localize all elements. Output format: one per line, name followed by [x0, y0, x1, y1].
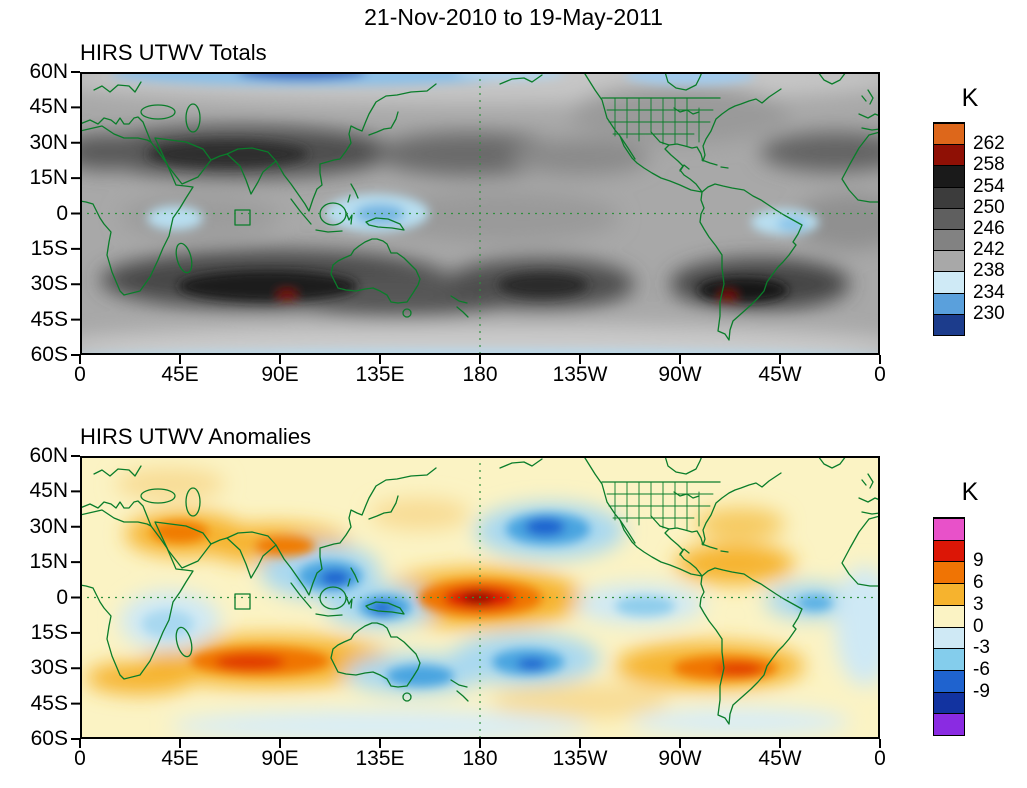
lat-tick-label: 15S: [30, 236, 68, 260]
colorbar-band: [934, 648, 964, 670]
colorbar-tick-label: 262: [973, 133, 1005, 155]
totals-map: [70, 71, 881, 365]
anomalies-colorbar: 9 6 3 0 -3 -6 -9: [933, 517, 990, 736]
colorbar-band: [934, 229, 964, 251]
colorbar-band: [934, 518, 964, 540]
lat-tick-label: 45N: [29, 95, 68, 119]
colorbar-band: [934, 626, 964, 649]
anomalies-lat-axis: 60N 45N 30N 15N 0 15S 30S 45S 60S: [2, 444, 68, 750]
lon-tick-label: 135E: [355, 363, 405, 386]
lon-tick-label: 90W: [658, 747, 702, 770]
colorbar-band: [934, 561, 964, 584]
colorbar-tick-label: 6: [973, 572, 984, 594]
colorbar-band: [934, 691, 964, 714]
totals-lat-axis: 60N 45N 30N 15N 0 15S 30S 45S 60S: [2, 60, 68, 366]
main-title: 21-Nov-2010 to 19-May-2011: [364, 4, 663, 30]
colorbar-band: [934, 207, 964, 230]
lat-tick-label: 60N: [29, 444, 68, 467]
anomalies-map: [70, 455, 881, 749]
totals-map-svg: [70, 71, 881, 365]
colorbar-band: [934, 604, 964, 627]
colorbar-tick-label: 258: [973, 154, 1005, 176]
lat-tick-label: 60N: [29, 60, 68, 83]
lat-tick-label: 30S: [30, 272, 68, 296]
colorbar-tick-label: 238: [973, 260, 1005, 282]
colorbar-band: [934, 271, 964, 293]
colorbar-band: [934, 186, 964, 208]
lat-tick-label: 45S: [30, 691, 68, 715]
lon-tick-label: 45E: [161, 747, 199, 770]
lat-tick-label: 30S: [30, 656, 68, 680]
lon-tick-label: 0: [874, 363, 886, 386]
colorbar-tick-label: 230: [973, 302, 1005, 324]
totals-colorbar: 262 258 254 250 246 242 238 234 230: [933, 122, 1005, 336]
totals-colorbar-unit-label: K: [961, 84, 979, 112]
lat-tick-label: 15N: [29, 550, 68, 574]
anomalies-colorbar-unit-label: K: [961, 478, 979, 506]
lon-tick-label: 90W: [658, 363, 702, 386]
colorbar-band: [934, 165, 964, 187]
colorbar-tick-label: -3: [973, 637, 990, 659]
lat-tick-label: 30N: [29, 130, 68, 154]
colorbar-band: [934, 583, 964, 605]
colorbar-tick-label: -9: [973, 680, 990, 702]
totals-lon-axis: 0 45E 90E 135E 180 135W 90W 45W 0: [74, 363, 886, 389]
lat-tick-label: 60S: [30, 727, 68, 750]
anomalies-map-svg: [70, 455, 881, 749]
lon-tick-label: 0: [874, 747, 886, 770]
colorbar-tick-label: 254: [973, 175, 1005, 197]
colorbar-tick-label: 246: [973, 218, 1005, 239]
lat-tick-label: 45S: [30, 307, 68, 331]
colorbar-band: [934, 539, 964, 562]
lon-tick-label: 0: [74, 363, 86, 386]
lat-tick-label: 60S: [30, 343, 68, 366]
lon-tick-label: 135W: [552, 363, 608, 386]
colorbar-band: [934, 313, 964, 336]
colorbar-tick-label: 3: [973, 593, 984, 615]
lon-tick-label: 135W: [552, 747, 608, 770]
lon-tick-label: 45E: [161, 363, 199, 386]
lon-tick-label: 180: [462, 363, 498, 386]
colorbar-tick-label: 234: [973, 281, 1005, 303]
colorbar-band: [934, 713, 964, 736]
lat-tick-label: 15S: [30, 620, 68, 644]
totals-panel-title: HIRS UTWV Totals: [80, 40, 267, 65]
colorbar-tick-label: 9: [973, 550, 984, 572]
lat-tick-label: 0: [56, 585, 68, 609]
lon-tick-label: 180: [462, 747, 498, 770]
colorbar-band: [934, 144, 964, 166]
colorbar-tick-label: 250: [973, 196, 1005, 218]
colorbar-band: [934, 123, 964, 145]
colorbar-band: [934, 669, 964, 692]
lon-tick-label: 135E: [355, 747, 405, 770]
lon-tick-label: 90E: [261, 747, 299, 770]
anomalies-lon-axis: 0 45E 90E 135E 180 135W 90W 45W 0: [74, 747, 886, 773]
colorbar-band: [934, 292, 964, 314]
lon-tick-label: 0: [74, 747, 86, 770]
lat-tick-label: 0: [56, 201, 68, 225]
colorbar-tick-label: 0: [973, 615, 984, 637]
anomalies-panel-title: HIRS UTWV Anomalies: [80, 424, 312, 449]
colorbar-band: [934, 250, 964, 272]
colorbar-tick-label: 242: [973, 239, 1005, 261]
lat-tick-label: 45N: [29, 479, 68, 503]
lat-tick-label: 15N: [29, 166, 68, 190]
lon-tick-label: 90E: [261, 363, 299, 386]
lon-tick-label: 45W: [758, 363, 802, 386]
colorbar-tick-label: -6: [973, 658, 990, 680]
lat-tick-label: 30N: [29, 514, 68, 538]
lon-tick-label: 45W: [758, 747, 802, 770]
